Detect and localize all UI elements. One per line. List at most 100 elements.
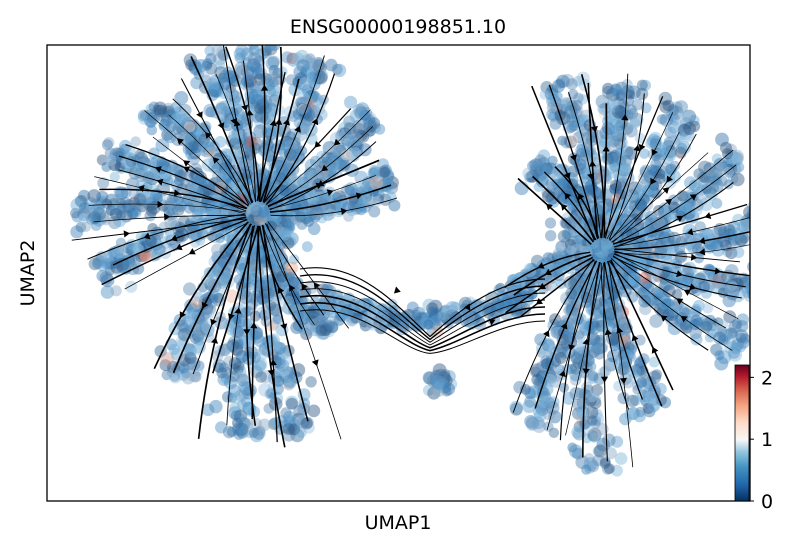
- cell-point: [292, 75, 307, 90]
- cell-point: [235, 45, 249, 58]
- cell-point: [123, 145, 136, 158]
- cell-point: [132, 192, 145, 205]
- cell-point: [566, 78, 578, 90]
- cell-point: [256, 208, 268, 221]
- cell-point: [224, 87, 238, 101]
- cell-point: [71, 210, 84, 223]
- cell-point: [242, 143, 254, 156]
- cell-point: [295, 426, 307, 438]
- cell-point: [221, 204, 235, 218]
- cell-point: [257, 201, 269, 213]
- cell-point: [659, 396, 672, 409]
- cell-point: [209, 141, 220, 152]
- cell-point: [127, 196, 139, 208]
- cell-point: [363, 118, 375, 129]
- cell-point: [747, 261, 750, 273]
- cell-point: [251, 94, 265, 108]
- cell-point: [331, 63, 343, 75]
- cell-point: [379, 167, 391, 178]
- cell-point: [188, 169, 201, 182]
- cell-point: [753, 226, 766, 239]
- cell-point: [525, 416, 540, 430]
- cell-point: [115, 161, 126, 173]
- cell-point: [305, 376, 317, 388]
- cell-point: [202, 58, 213, 69]
- cell-point: [308, 74, 320, 87]
- cell-point: [314, 70, 328, 85]
- cell-point: [219, 148, 233, 162]
- cell-point: [277, 66, 288, 77]
- cell-point: [188, 147, 201, 160]
- cell-point: [592, 454, 604, 467]
- cell-point: [165, 121, 177, 133]
- cell-point: [162, 102, 175, 115]
- cell-point: [554, 352, 567, 364]
- cell-point: [674, 146, 687, 159]
- cell-point: [514, 181, 529, 196]
- cell-point: [126, 177, 140, 191]
- cell-point: [325, 58, 338, 72]
- cell-point: [264, 74, 276, 86]
- cell-point: [254, 102, 266, 115]
- cell-point: [113, 186, 126, 198]
- cell-point: [235, 150, 249, 164]
- cell-point: [250, 61, 263, 74]
- cell-point: [750, 256, 763, 269]
- cell-point: [315, 108, 328, 121]
- cell-point: [135, 158, 147, 169]
- cell-point: [146, 157, 159, 170]
- cell-point: [315, 313, 329, 326]
- cell-point: [243, 74, 257, 88]
- cell-point: [251, 112, 263, 123]
- cell-point: [534, 333, 547, 346]
- cell-point: [187, 126, 201, 140]
- cell-point: [216, 45, 229, 59]
- cell-point: [300, 54, 313, 67]
- cell-point: [128, 188, 139, 199]
- cell-point: [293, 65, 308, 79]
- cell-point: [257, 167, 270, 180]
- cell-point: [165, 109, 177, 120]
- cell-point: [222, 342, 233, 353]
- cell-point: [78, 201, 92, 215]
- cell-point: [168, 370, 183, 384]
- cell-point: [308, 174, 319, 185]
- cell-point: [227, 167, 239, 179]
- cell-point: [252, 99, 266, 112]
- cell-point: [258, 383, 272, 397]
- cell-point: [181, 116, 196, 130]
- cell-point: [292, 99, 307, 113]
- cell-point: [276, 188, 289, 201]
- cell-point: [185, 182, 198, 195]
- cell-point: [173, 194, 184, 205]
- cell-point: [185, 132, 198, 145]
- cell-point: [162, 128, 174, 140]
- cell-point: [122, 199, 137, 214]
- cell-point: [733, 246, 745, 258]
- cell-point: [363, 127, 374, 138]
- cell-point: [103, 137, 115, 149]
- cell-point: [260, 114, 271, 125]
- cell-point: [659, 141, 671, 153]
- cell-point: [614, 81, 629, 96]
- cell-point: [176, 122, 189, 135]
- cell-point: [298, 96, 312, 110]
- cell-point: [107, 152, 122, 167]
- cell-point: [113, 213, 127, 228]
- cell-point: [214, 108, 226, 121]
- cell-point: [215, 102, 228, 115]
- cell-point: [725, 264, 739, 278]
- cell-point: [248, 178, 259, 190]
- cell-point: [326, 164, 340, 177]
- cell-point: [247, 45, 259, 50]
- cell-point: [201, 60, 212, 71]
- cell-point: [85, 204, 99, 219]
- cell-point: [171, 179, 183, 192]
- cell-point: [276, 164, 289, 177]
- cell-point: [285, 74, 297, 86]
- cell-point: [174, 120, 187, 133]
- cell-point: [199, 301, 213, 316]
- cell-point: [281, 51, 294, 64]
- cell-point: [296, 59, 310, 73]
- cell-point: [320, 171, 332, 183]
